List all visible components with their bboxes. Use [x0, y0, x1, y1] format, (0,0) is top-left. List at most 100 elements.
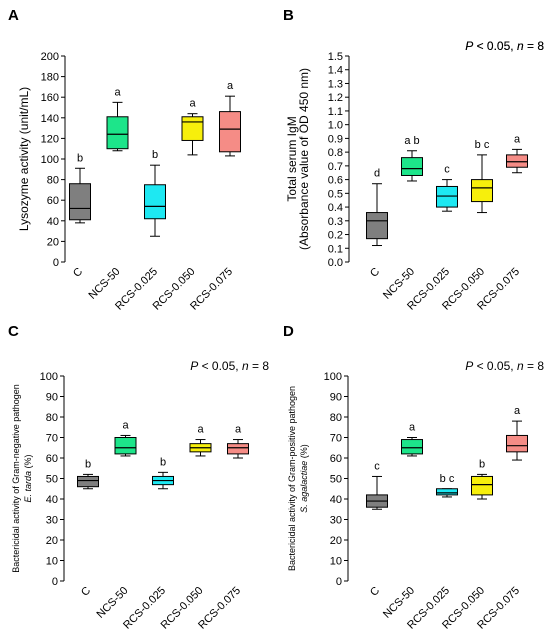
box-iqr: [471, 179, 493, 203]
stats-n-label: n: [517, 39, 524, 53]
significance-letter: a: [235, 424, 242, 436]
box-iqr: [77, 475, 99, 488]
y-tick-label: 80: [330, 412, 342, 424]
box-iqr: [181, 116, 204, 141]
y-tick-label: 0: [52, 576, 58, 588]
box-iqr: [506, 154, 528, 168]
stats-annotation: P < 0.05, n = 8: [465, 359, 544, 373]
y-tick-label: 70: [46, 433, 58, 445]
y-tick-label: 180: [41, 72, 59, 84]
y-tick-label: 30: [330, 515, 342, 527]
y-tick-label: 0.7: [328, 161, 343, 173]
y-tick-label: 0.4: [328, 202, 343, 214]
y-tick-label: 80: [46, 412, 58, 424]
stats-cond: < 0.05,: [198, 359, 242, 373]
significance-letter: a: [189, 98, 196, 110]
category-label: NCS-50: [94, 585, 130, 621]
y-axis-label-rest: (%): [23, 454, 33, 471]
y-tick-label: 30: [46, 515, 58, 527]
y-axis-label: Total serum IgM: [285, 116, 299, 201]
significance-letter: b c: [475, 139, 490, 151]
y-tick-label: 60: [46, 453, 58, 465]
y-axis-label: S. agalactiae (%): [299, 444, 309, 513]
significance-letter: b: [85, 458, 91, 470]
y-tick-label: 10: [46, 556, 58, 568]
stats-prefix: P: [190, 359, 198, 373]
significance-letter: b: [152, 149, 158, 161]
y-tick-label: 50: [330, 474, 342, 486]
panel-label: B: [283, 7, 294, 24]
y-axis-label: (Absorbance value of OD 450 nm): [297, 68, 311, 250]
stats-n-label: n: [242, 359, 249, 373]
stats-annotation: P < 0.05, n = 8: [465, 39, 544, 53]
y-axis-label-rest: (%): [299, 444, 309, 461]
y-tick-label: 0.1: [328, 243, 343, 255]
box-iqr: [436, 185, 458, 208]
stats-n-value: = 8: [249, 359, 270, 373]
y-tick-label: 50: [46, 474, 58, 486]
y-tick-label: 100: [324, 371, 342, 383]
stats-n-label: n: [517, 39, 524, 53]
box-c: bC: [69, 152, 91, 280]
y-tick-label: 0.2: [328, 230, 343, 242]
significance-letter: b: [479, 458, 485, 470]
y-tick-label: 0.9: [328, 133, 343, 145]
panel-label: C: [8, 323, 19, 340]
box-iqr: [401, 157, 423, 176]
y-axis-label-italic: S. agalactiae: [299, 461, 309, 513]
y-tick-label: 1.0: [328, 120, 343, 132]
significance-letter: a: [514, 133, 521, 145]
y-tick-label: 0.6: [328, 175, 343, 187]
box-iqr: [506, 434, 528, 453]
y-axis-label: Bactericidal activity of Gram-positive p…: [287, 386, 297, 571]
y-tick-label: 40: [46, 494, 58, 506]
significance-letter: a: [114, 86, 121, 98]
panel-a: A P < 0.05, n = 8 0 20 40 60 80 100 120 140 160 180…: [8, 7, 544, 313]
y-axis-label-italic: E. tarda: [23, 471, 33, 503]
box-iqr: [366, 212, 388, 240]
significance-letter: a: [227, 80, 234, 92]
y-tick-label: 1.2: [328, 92, 343, 104]
category-label: C: [71, 266, 85, 280]
stats-prefix: P: [465, 359, 473, 373]
category-label: NCS-50: [86, 266, 122, 302]
stats-n-value: = 8: [524, 39, 545, 53]
box-iqr: [114, 437, 137, 455]
panel-d: D P < 0.05, n = 8 0 10 20 30 40 50 60 70 80 90 100 Ba…: [283, 323, 544, 632]
y-tick-label: 20: [46, 535, 58, 547]
box-ncs-50: a NCS-50: [86, 86, 129, 302]
stats-cond: < 0.05,: [473, 39, 517, 53]
y-axis-label: Bactericidal activity of Gram-negative p…: [11, 384, 21, 573]
stats-annotation: P < 0.05, n = 8: [190, 359, 269, 373]
significance-letter: b: [77, 152, 83, 164]
significance-letter: d: [374, 168, 380, 180]
stats-prefix: P: [465, 39, 473, 53]
significance-letter: a b: [404, 135, 419, 147]
stats-n-label: n: [517, 359, 524, 373]
y-axis-label: E. tarda (%): [23, 454, 33, 502]
box-c: cC: [366, 460, 388, 599]
y-tick-label: 160: [41, 92, 59, 104]
panel-b: B P < 0.05, n = 8 0.0 0.10.2 0.3 0.4 0.50.6 0.7…: [283, 7, 544, 313]
category-label: C: [368, 266, 382, 280]
stats-cond: < 0.05,: [473, 39, 517, 53]
y-tick-label: 140: [41, 113, 59, 125]
box-iqr: [227, 443, 249, 455]
y-tick-label: 0: [336, 576, 342, 588]
y-axis-label: Lysozyme activity (unit/mL): [17, 87, 31, 231]
y-tick-label: 1.3: [328, 78, 343, 90]
y-tick-label: 20: [330, 535, 342, 547]
box-iqr: [436, 488, 458, 496]
stats-prefix: P: [465, 39, 473, 53]
stats-n-value: = 8: [524, 359, 545, 373]
y-tick-label: 40: [330, 494, 342, 506]
